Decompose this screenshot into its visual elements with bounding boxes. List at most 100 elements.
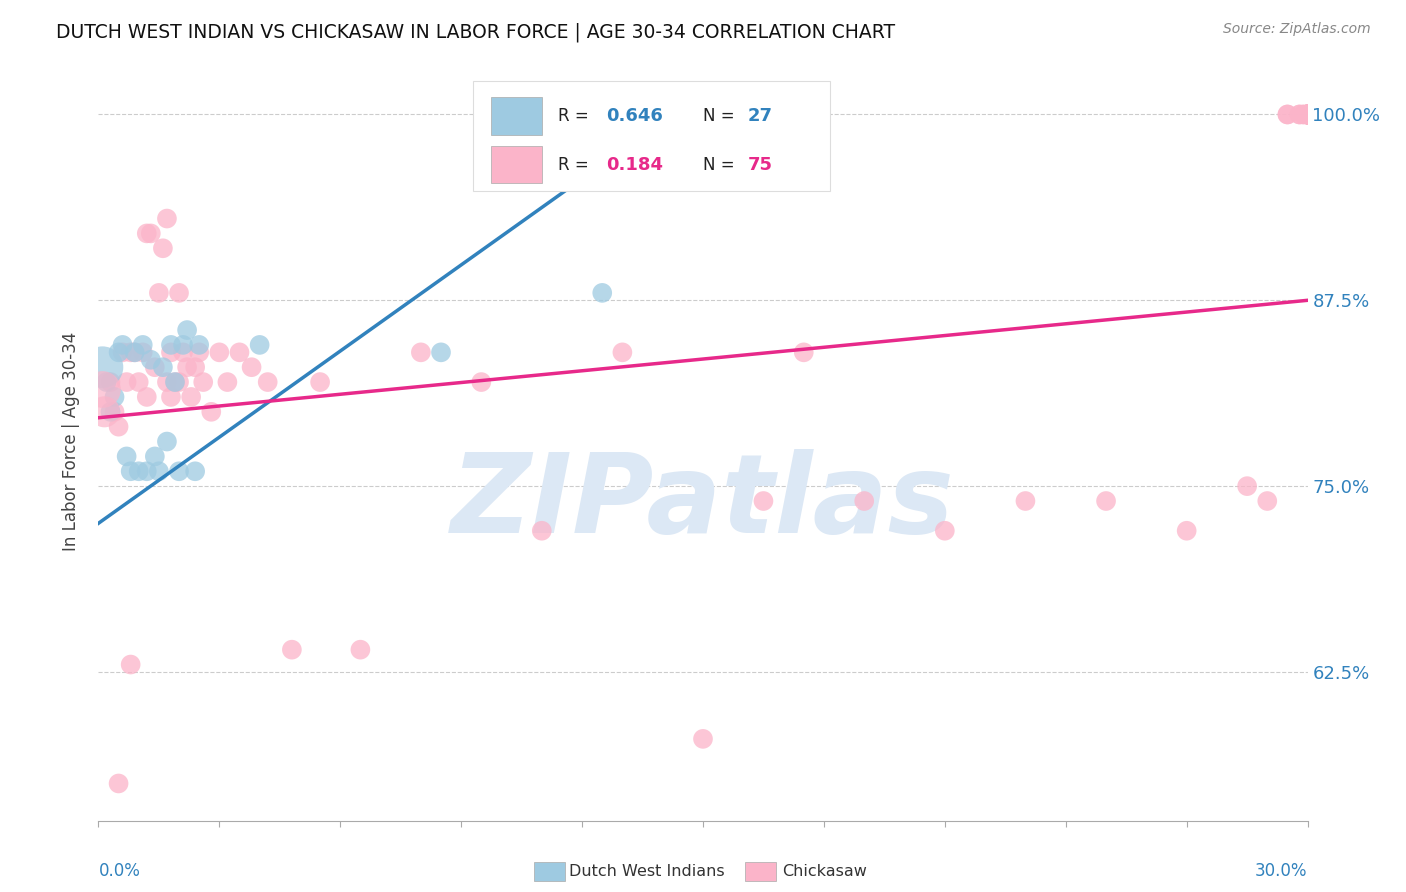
- Point: [793, 345, 815, 359]
- Point: [349, 642, 371, 657]
- Point: [309, 375, 332, 389]
- Point: [1296, 107, 1319, 121]
- Point: [217, 375, 239, 389]
- Point: [163, 375, 186, 389]
- Point: [143, 450, 166, 464]
- Point: [115, 375, 138, 389]
- Point: [132, 345, 155, 359]
- Point: [1175, 524, 1198, 538]
- Y-axis label: In Labor Force | Age 30-34: In Labor Force | Age 30-34: [62, 332, 80, 551]
- Text: 0.646: 0.646: [606, 107, 664, 125]
- Point: [152, 360, 174, 375]
- Point: [228, 345, 250, 359]
- Point: [128, 464, 150, 478]
- Point: [120, 464, 142, 478]
- Point: [96, 375, 118, 389]
- Point: [128, 375, 150, 389]
- Text: 75: 75: [748, 155, 773, 174]
- Point: [103, 390, 125, 404]
- Point: [172, 338, 194, 352]
- Point: [1296, 107, 1319, 121]
- Point: [1256, 494, 1278, 508]
- Point: [1292, 107, 1315, 121]
- Point: [152, 241, 174, 255]
- Point: [530, 524, 553, 538]
- Point: [184, 360, 207, 375]
- Point: [148, 464, 170, 478]
- Point: [1296, 107, 1319, 121]
- Point: [167, 464, 190, 478]
- Point: [1277, 107, 1299, 121]
- Point: [107, 419, 129, 434]
- Point: [120, 657, 142, 672]
- Text: Dutch West Indians: Dutch West Indians: [569, 864, 725, 879]
- Point: [100, 375, 122, 389]
- Text: R =: R =: [558, 107, 593, 125]
- Point: [591, 285, 613, 300]
- Point: [139, 352, 162, 367]
- Point: [132, 338, 155, 352]
- Point: [139, 227, 162, 241]
- Point: [180, 390, 202, 404]
- Text: Source: ZipAtlas.com: Source: ZipAtlas.com: [1223, 22, 1371, 37]
- Point: [107, 345, 129, 359]
- Point: [135, 227, 157, 241]
- FancyBboxPatch shape: [474, 81, 830, 191]
- Point: [111, 338, 134, 352]
- Point: [156, 211, 179, 226]
- Point: [1236, 479, 1258, 493]
- Point: [124, 345, 146, 359]
- Point: [200, 405, 222, 419]
- Text: N =: N =: [703, 107, 740, 125]
- Point: [184, 464, 207, 478]
- Point: [249, 338, 271, 352]
- Point: [1288, 107, 1310, 121]
- Point: [1296, 107, 1319, 121]
- Point: [1277, 107, 1299, 121]
- Point: [1296, 107, 1319, 121]
- Point: [1292, 107, 1315, 121]
- Point: [100, 405, 122, 419]
- Point: [160, 345, 183, 359]
- Text: 0.184: 0.184: [606, 155, 664, 174]
- Point: [853, 494, 876, 508]
- Point: [167, 375, 190, 389]
- Point: [156, 375, 179, 389]
- Point: [160, 338, 183, 352]
- Point: [1296, 107, 1319, 121]
- Bar: [492, 97, 543, 135]
- Point: [1014, 494, 1036, 508]
- Text: 0.0%: 0.0%: [98, 863, 141, 880]
- Text: DUTCH WEST INDIAN VS CHICKASAW IN LABOR FORCE | AGE 30-34 CORRELATION CHART: DUTCH WEST INDIAN VS CHICKASAW IN LABOR …: [56, 22, 896, 42]
- Point: [103, 405, 125, 419]
- Text: 27: 27: [748, 107, 773, 125]
- Point: [711, 107, 734, 121]
- Point: [1296, 107, 1319, 121]
- Point: [93, 405, 115, 419]
- Point: [143, 360, 166, 375]
- Point: [1296, 107, 1319, 121]
- Point: [135, 390, 157, 404]
- Point: [430, 345, 453, 359]
- Point: [692, 731, 714, 746]
- Point: [1296, 107, 1319, 121]
- Point: [115, 450, 138, 464]
- Text: Chickasaw: Chickasaw: [782, 864, 866, 879]
- Point: [1095, 494, 1118, 508]
- Point: [193, 375, 215, 389]
- Point: [1296, 107, 1319, 121]
- Point: [135, 464, 157, 478]
- Point: [107, 776, 129, 790]
- Point: [752, 494, 775, 508]
- Point: [91, 360, 114, 375]
- Point: [1296, 107, 1319, 121]
- Point: [1296, 107, 1319, 121]
- Point: [111, 345, 134, 359]
- Text: 30.0%: 30.0%: [1256, 863, 1308, 880]
- Point: [409, 345, 432, 359]
- Text: ZIPatlas: ZIPatlas: [451, 449, 955, 556]
- Point: [160, 390, 183, 404]
- Point: [124, 345, 146, 359]
- Text: R =: R =: [558, 155, 593, 174]
- Point: [1296, 107, 1319, 121]
